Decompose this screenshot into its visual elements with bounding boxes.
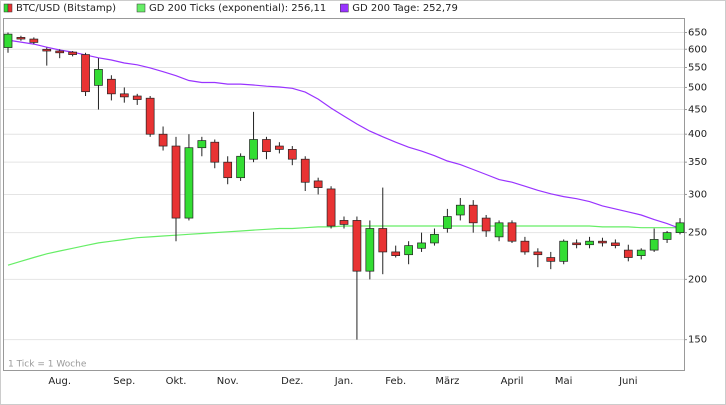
candle-body [287,149,297,160]
x-tick-label: April [501,376,524,387]
candle-body [300,158,310,183]
candle-body [546,257,556,262]
legend-swatch [340,3,349,13]
candle-body [649,239,659,251]
candle-body [520,240,530,253]
candle-body [197,140,207,149]
candle-body [275,145,284,150]
legend-swatch-up [3,3,9,13]
candle-body [236,155,245,179]
x-tick-label: Nov. [217,376,239,387]
y-tick-label: 650 [688,28,707,39]
x-tick-label: Dez. [281,376,303,387]
x-tick-label: Sep. [113,376,135,387]
candle-body [107,78,116,95]
x-tick-label: Juni [618,376,637,387]
candle-body [675,222,685,233]
candle-body [158,133,168,147]
y-tick-label: 400 [688,129,707,140]
candle-body [339,220,349,225]
y-tick-label: 450 [688,105,707,116]
candle-body [132,95,142,100]
candle-body [81,54,90,93]
candle-body [533,251,543,256]
grid-layer [4,32,684,341]
candle-body [262,139,271,153]
candle-body [249,139,258,160]
candle-body [455,204,465,216]
candle-body [29,38,39,43]
candle-body [184,147,194,219]
candle-body [572,242,581,246]
candle-body [417,242,426,249]
candle-body [210,141,220,163]
candle-body [443,216,452,229]
x-tick-label: Okt. [166,376,187,387]
candle-body [365,228,375,272]
candle-body [145,97,155,135]
y-tick-label: 600 [688,44,707,55]
legend-label: BTC/USD (Bitstamp) [16,3,116,14]
moving-average-line [7,39,681,230]
candle-body [352,220,362,272]
candle-body [662,232,672,240]
legend: BTC/USD (Bitstamp) GD 200 Ticks (exponen… [3,3,458,14]
candle-body [378,228,388,253]
candle-body [391,251,401,256]
candle-body [119,93,129,98]
y-tick-label: 500 [688,82,707,93]
y-tick-label: 150 [688,335,707,346]
candle-body [468,204,478,224]
candle-body [223,161,233,179]
candle-body [494,222,504,238]
legend-label: GD 200 Ticks (exponential): 256,11 [149,3,326,14]
x-tick-label: Mai [555,376,573,387]
x-tick-label: Jan. [334,376,354,387]
candle-body [16,37,26,40]
candle-body [598,240,607,244]
candle-body [507,222,517,242]
y-tick-label: 550 [688,62,707,73]
legend-label: GD 200 Tage: 252,79 [352,3,458,14]
x-tick-label: Feb. [385,376,406,387]
legend-swatch [136,3,146,13]
candle-body [94,69,103,86]
y-tick-label: 350 [688,157,707,168]
x-tick-label: März [435,376,459,387]
candle-body [611,242,620,246]
candle-body [171,145,181,219]
note: 1 Tick = 1 Woche [8,360,87,370]
candle-body [636,249,646,256]
legend-swatch-down [7,3,13,13]
candle-body [559,240,569,262]
candle-body [430,233,439,244]
candle-body [68,51,77,55]
candle-body [313,180,323,188]
y-tick-label: 200 [688,274,707,285]
candle-body [481,217,491,232]
candle-body [623,249,633,258]
x-tick-label: Aug. [48,376,71,387]
candle-body [585,240,594,246]
y-tick-label: 250 [688,228,707,239]
y-tick-label: 300 [688,189,707,200]
candle-body [326,188,336,227]
candle-body [404,245,413,256]
candle-body [55,50,65,54]
candle-body [42,48,52,52]
candle-body [3,33,13,48]
